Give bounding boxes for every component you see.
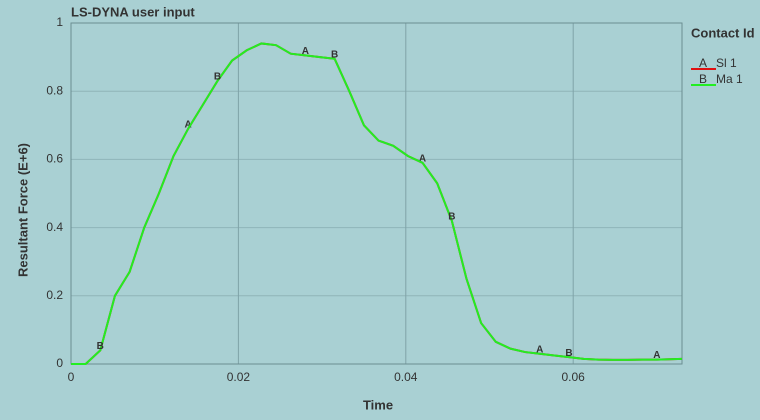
- legend-label: Sl 1: [716, 56, 737, 70]
- series-symbol: B: [214, 72, 221, 83]
- legend-label: Ma 1: [716, 72, 743, 86]
- y-tick-label: 0.6: [46, 152, 63, 166]
- series-symbol: A: [302, 46, 309, 57]
- x-tick-label: 0.06: [562, 370, 586, 384]
- legend-title: Contact Id: [691, 25, 755, 40]
- series-symbol: A: [185, 119, 192, 130]
- series-symbol: A: [536, 344, 543, 355]
- y-axis-label: Resultant Force (E+6): [15, 143, 30, 277]
- series-symbol: B: [565, 348, 572, 359]
- chart-title: LS-DYNA user input: [71, 4, 195, 19]
- x-axis-label: Time: [363, 397, 393, 412]
- y-tick-label: 0.2: [46, 288, 63, 302]
- series-line: [71, 42, 683, 365]
- y-tick-label: 0.4: [46, 220, 63, 234]
- series-symbol: B: [331, 49, 338, 60]
- x-tick-label: 0.02: [227, 370, 251, 384]
- series-symbol: B: [97, 341, 104, 352]
- series-symbol: A: [653, 350, 660, 361]
- x-tick-label: 0: [68, 370, 75, 384]
- y-tick-label: 0: [56, 356, 63, 370]
- x-tick-label: 0.04: [394, 370, 418, 384]
- series-symbol: A: [419, 153, 426, 164]
- plot-frame: [70, 22, 683, 365]
- y-tick-label: 0.8: [46, 83, 63, 97]
- series-symbol: B: [448, 211, 455, 222]
- legend-symbol: A: [699, 56, 707, 70]
- legend-symbol: B: [699, 72, 707, 86]
- y-tick-label: 1: [56, 15, 63, 29]
